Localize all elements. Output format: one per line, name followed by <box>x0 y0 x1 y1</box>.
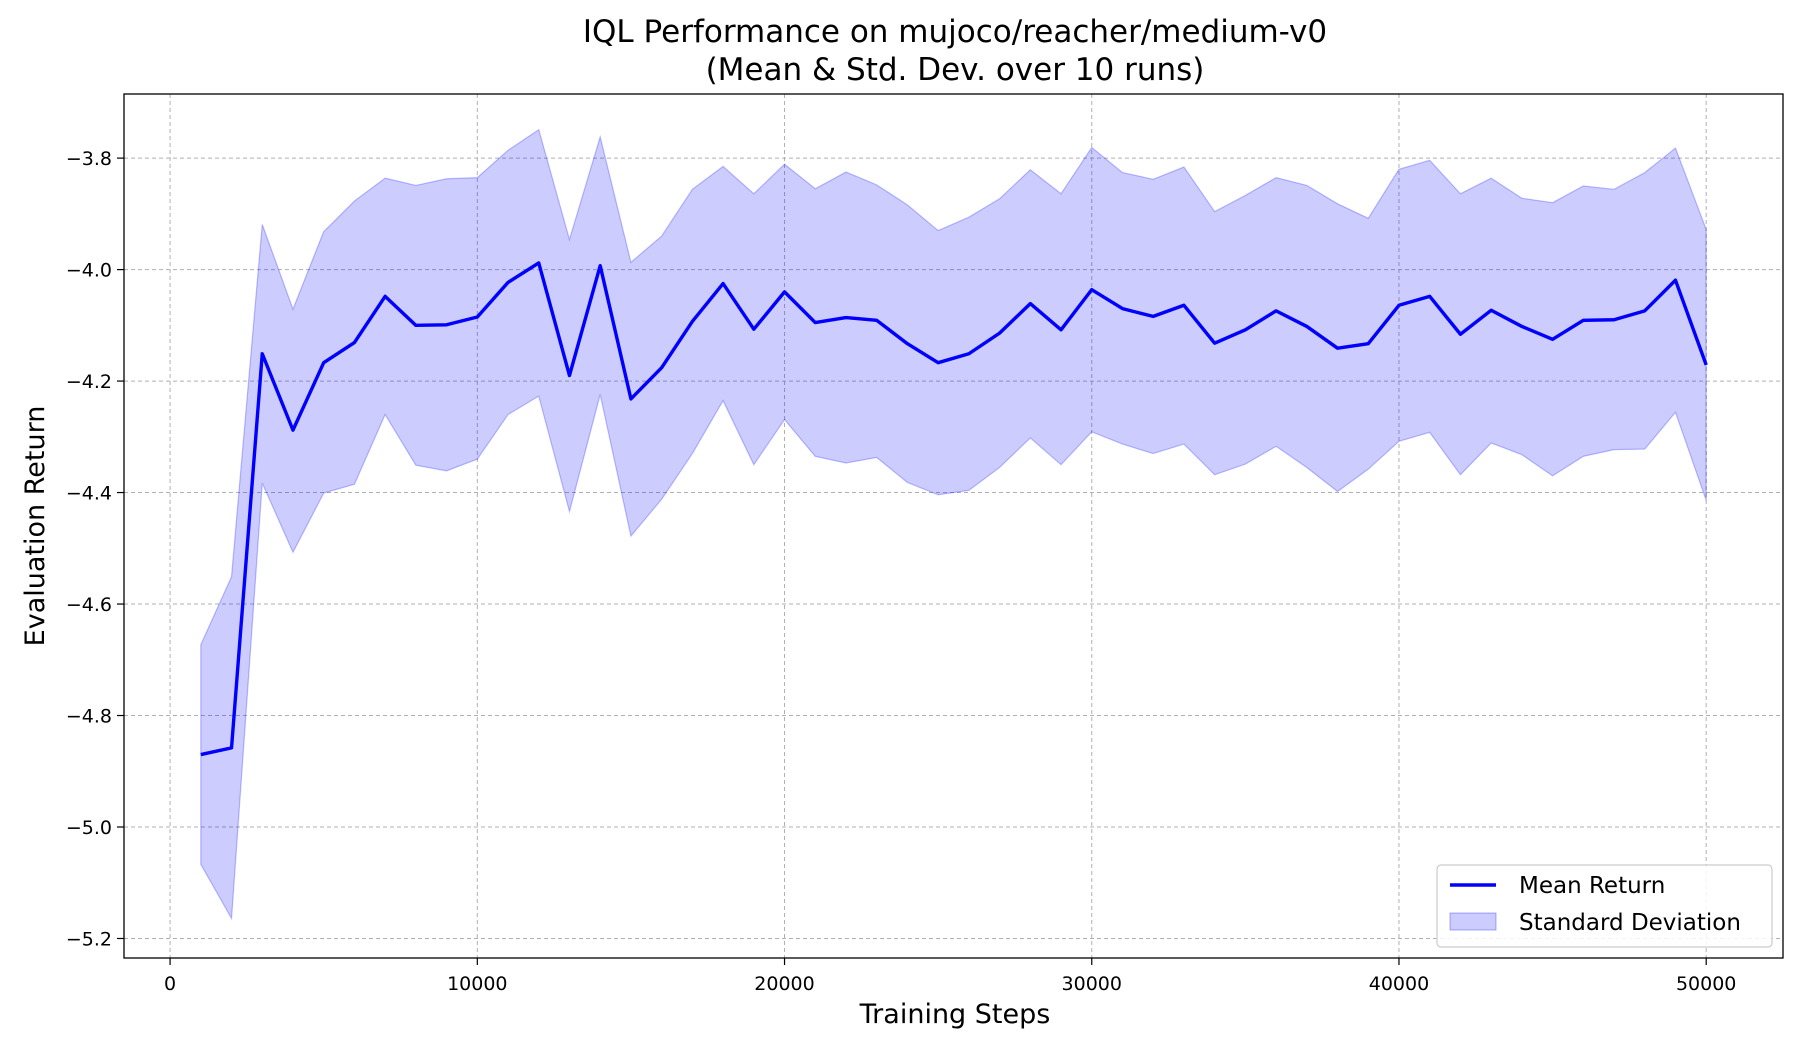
y-tick-label: −4.0 <box>66 260 112 282</box>
mean-return-line <box>200 261 1708 757</box>
y-tick-label: −3.8 <box>66 148 112 170</box>
y-tick-label: −4.2 <box>66 371 112 393</box>
plot-area-frame <box>123 93 1784 959</box>
x-tick-label: 30000 <box>1062 973 1122 995</box>
x-tick-label: 10000 <box>447 973 507 995</box>
y-tick-label: −4.6 <box>66 594 112 616</box>
x-axis-ticks: 0 10000 20000 30000 40000 50000 <box>164 958 1736 995</box>
x-tick-label: 40000 <box>1369 973 1429 995</box>
chart-subtitle: (Mean & Std. Dev. over 10 runs) <box>706 52 1205 88</box>
x-tick-label: 50000 <box>1676 973 1736 995</box>
chart-title: IQL Performance on mujoco/reacher/medium… <box>583 14 1327 50</box>
y-tick-label: −4.4 <box>66 483 112 505</box>
std-dev-band-layer <box>200 128 1707 921</box>
legend-box <box>1436 864 1773 948</box>
legend: Mean Return Standard Deviation <box>1436 864 1773 948</box>
y-axis-ticks: −3.8 −4.0 −4.2 −4.4 −4.6 −4.8 −5.0 −5.2 <box>66 148 124 950</box>
y-tick-label: −4.8 <box>66 706 112 728</box>
x-tick-label: 20000 <box>754 973 814 995</box>
x-axis-label: Training Steps <box>859 999 1051 1030</box>
std-dev-band <box>200 128 1707 921</box>
y-axis-label: Evaluation Return <box>20 406 51 647</box>
x-tick-label: 0 <box>164 973 176 995</box>
y-tick-label: −5.2 <box>66 928 112 950</box>
legend-std-dev-label: Standard Deviation <box>1519 910 1741 936</box>
legend-mean-return-label: Mean Return <box>1519 873 1665 899</box>
mean-line-layer <box>200 261 1708 757</box>
y-tick-label: −5.0 <box>66 817 112 839</box>
legend-std-dev-swatch <box>1449 912 1497 931</box>
